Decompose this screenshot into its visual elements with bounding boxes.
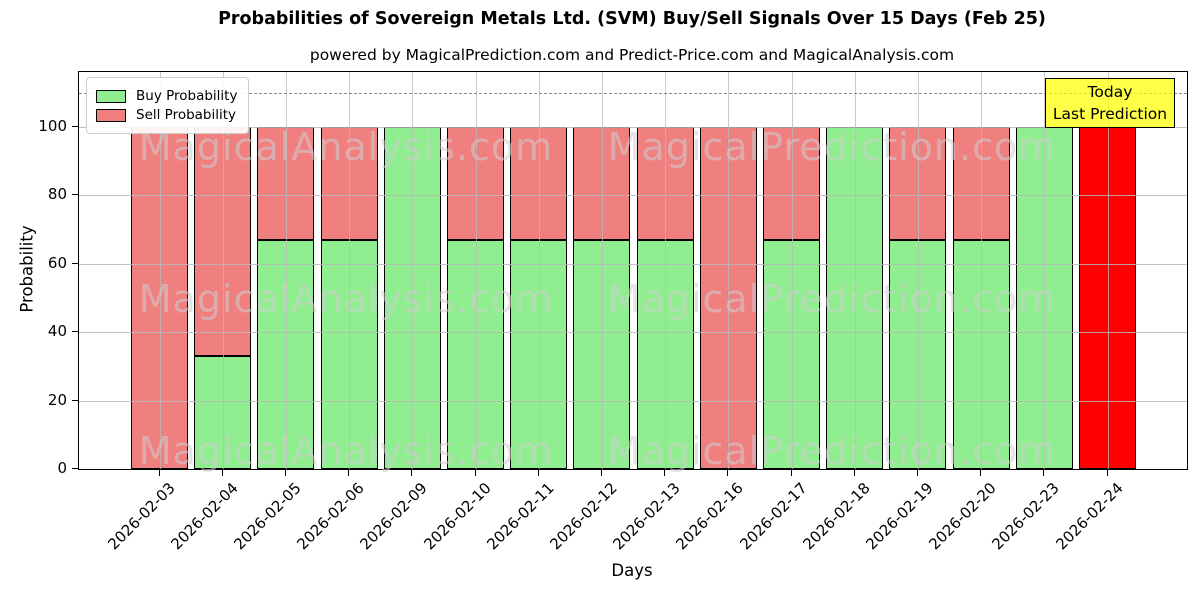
watermark-text: MagicalAnalysis.com [138,277,554,321]
today-annotation-box: Today Last Prediction [1045,78,1175,128]
x-tick-label: 2026-02-17 [735,479,811,554]
legend-swatch-sell [96,108,126,122]
grid-line-vertical [159,72,161,469]
watermark-text: MagicalPrediction.com [607,125,1057,169]
x-axis-tick [790,470,792,476]
x-axis-tick [474,470,476,476]
grid-line-vertical [917,72,919,469]
x-tick-label: 2026-02-11 [483,479,558,554]
x-axis-tick [221,470,223,476]
grid-line-vertical [665,72,667,469]
legend-label-sell: Sell Probability [136,107,237,123]
grid-line-vertical [475,72,477,469]
grid-line-horizontal [79,400,1187,402]
grid-line-vertical [538,72,540,469]
x-axis-tick [1043,470,1045,476]
x-axis-tick [980,470,982,476]
x-axis-tick [727,470,729,476]
x-tick-label: 2026-02-06 [293,479,368,554]
grid-line-vertical [981,72,983,469]
x-axis-tick [916,470,918,476]
x-tick-label: 2026-02-24 [1051,479,1127,554]
y-axis-tick [72,262,78,264]
grid-line-vertical [601,72,603,469]
x-axis-label: Days [611,561,653,580]
y-axis-tick [72,399,78,401]
y-axis-tick [72,125,78,127]
legend-item-sell: Sell Probability [96,107,237,123]
x-tick-label: 2026-02-19 [862,479,937,554]
x-tick-label: 2026-02-09 [356,479,432,554]
x-tick-label: 2026-02-03 [103,479,179,554]
x-tick-label: 2026-02-16 [672,479,748,554]
grid-line-vertical [412,72,414,469]
today-annotation-line1: Today [1087,83,1133,101]
legend-item-buy: Buy Probability [96,88,237,104]
x-axis-tick [284,470,286,476]
y-tick-label: 40 [47,322,67,341]
x-axis-tick [853,470,855,476]
x-axis-tick [348,470,350,476]
watermark-text: MagicalAnalysis.com [138,429,554,473]
x-tick-label: 2026-02-18 [799,479,874,554]
grid-line-vertical [1107,72,1109,469]
grid-line-vertical [349,72,351,469]
x-axis-tick [600,470,602,476]
grid-line-horizontal [79,126,1187,128]
grid-line-vertical [791,72,793,469]
grid-line-vertical [728,72,730,469]
grid-line-horizontal [79,195,1187,197]
x-axis-tick [664,470,666,476]
x-tick-label: 2026-02-04 [167,479,242,554]
chart-subtitle: powered by MagicalPrediction.com and Pre… [309,46,955,64]
grid-line-vertical [1044,72,1046,469]
grid-line-horizontal [79,263,1187,265]
legend-label-buy: Buy Probability [136,88,238,104]
x-axis-tick [537,470,539,476]
y-axis-tick [72,331,78,333]
y-axis-label: Probability [17,225,37,313]
x-tick-label: 2026-02-23 [988,479,1064,554]
watermark-text: MagicalPrediction.com [607,277,1057,321]
y-axis-tick [72,468,78,469]
x-axis-tick [1106,470,1108,476]
y-tick-label: 0 [57,459,67,477]
y-tick-label: 20 [47,390,67,409]
x-tick-label: 2026-02-20 [925,479,1000,554]
x-tick-label: 2026-02-10 [419,479,495,554]
legend: Buy Probability Sell Probability [86,77,250,134]
grid-line-vertical [285,72,287,469]
grid-line-horizontal [79,332,1187,334]
x-axis-tick [411,470,413,476]
x-tick-label: 2026-02-05 [230,479,305,554]
grid-line-vertical [222,72,224,469]
legend-swatch-buy [96,89,126,103]
today-annotation-line2: Last Prediction [1052,105,1168,123]
y-tick-label: 100 [38,116,67,135]
x-tick-label: 2026-02-12 [546,479,621,554]
x-axis-tick [158,470,160,476]
threshold-dashed-line [79,92,1187,94]
y-tick-label: 60 [47,253,67,272]
chart-title: Probabilities of Sovereign Metals Ltd. (… [218,9,1046,29]
y-axis-tick [72,194,78,196]
plot-area: MagicalAnalysis.com MagicalPrediction.com… [78,71,1188,473]
x-tick-label: 2026-02-13 [609,479,684,554]
y-tick-label: 80 [47,185,67,204]
watermark-text: MagicalPrediction.com [607,429,1057,473]
grid-line-vertical [854,72,856,469]
